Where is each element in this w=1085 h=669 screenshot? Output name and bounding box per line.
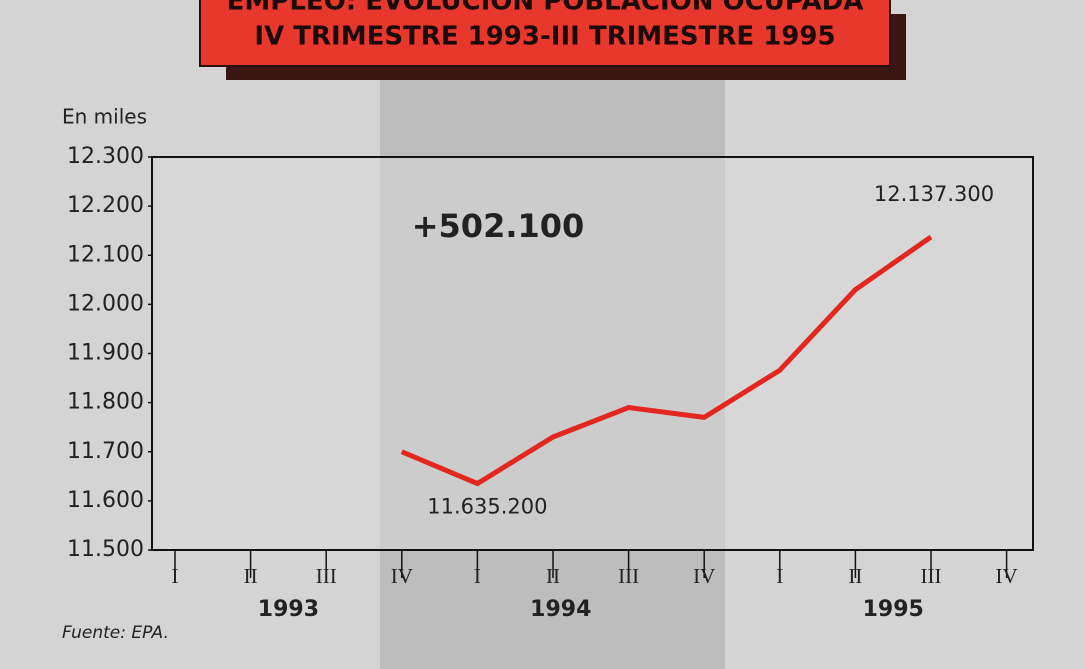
y-tick-label: 11.700	[67, 439, 144, 464]
y-tick-label: 12.300	[67, 144, 144, 169]
chart-title: EMPLEO: EVOLUCIÓN POBLACIÓN OCUPADA	[227, 0, 864, 17]
y-tick-label: 12.200	[67, 193, 144, 218]
y-tick-label: 12.000	[67, 291, 144, 316]
y-axis-label: En miles	[62, 105, 147, 129]
x-tick-label: III	[618, 564, 639, 588]
x-tick-label: IV	[996, 564, 1018, 588]
annotation: +502.100	[412, 207, 585, 245]
data-line	[400, 234, 933, 487]
y-tick-label: 11.900	[67, 341, 144, 366]
x-tick-label: II	[244, 564, 258, 588]
x-tick-label: I	[776, 564, 783, 588]
year-label: 1994	[530, 597, 591, 622]
x-tick-label: I	[172, 564, 179, 588]
title-box	[199, 0, 891, 67]
value-label: 11.635.200	[427, 495, 547, 519]
y-tick-label: 11.600	[67, 488, 144, 513]
value-label: 12.137.300	[874, 182, 994, 206]
x-tick-label: IV	[693, 564, 715, 588]
x-tick-label: III	[921, 564, 942, 588]
chart-subtitle: IV TRIMESTRE 1993-III TRIMESTRE 1995	[254, 22, 835, 52]
plot-area	[151, 156, 1034, 551]
x-tick-label: I	[474, 564, 481, 588]
x-tick-label: III	[316, 564, 337, 588]
y-tick-label: 11.800	[67, 390, 144, 415]
year-label: 1995	[863, 597, 924, 622]
x-tick-label: II	[848, 564, 862, 588]
x-tick-label: IV	[391, 564, 413, 588]
y-tick-label: 12.100	[67, 242, 144, 267]
x-tick-label: II	[546, 564, 560, 588]
source: Fuente: EPA.	[62, 623, 169, 643]
y-tick-label: 11.500	[67, 537, 144, 562]
year-label: 1993	[258, 597, 319, 622]
